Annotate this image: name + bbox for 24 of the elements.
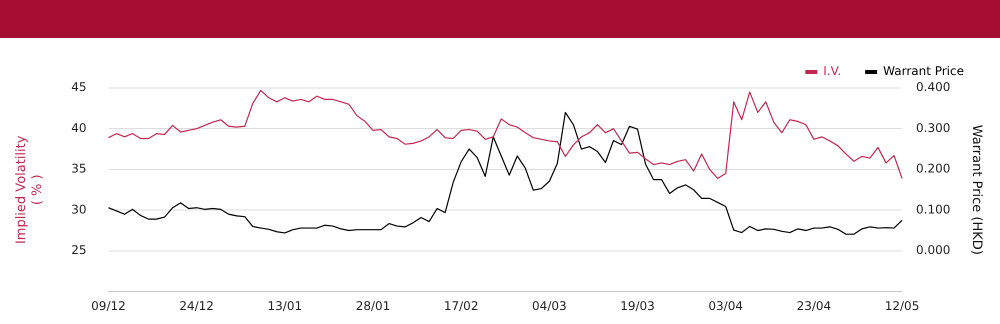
y-tick-label: 25: [71, 243, 86, 258]
x-tick-label: 04/03: [532, 298, 567, 313]
x-tick-label: 19/03: [620, 298, 655, 313]
x-tick-label: 12/05: [884, 298, 920, 313]
legend-label: Warrant Price: [883, 64, 964, 78]
y2-tick-label: 0.100: [916, 202, 950, 216]
y-axis-title: Implied Volatility ( % ): [14, 135, 45, 244]
y-tick-label: 35: [71, 162, 86, 176]
x-tick-label: 13/01: [268, 298, 302, 313]
y-tick-label: 30: [71, 202, 86, 216]
y2-tick-label: 0.200: [916, 162, 950, 176]
x-tick-label: 03/04: [708, 298, 743, 313]
x-tick-label: 24/12: [179, 298, 214, 313]
x-tick-label: 17/02: [444, 298, 478, 313]
y-tick-label: 45: [71, 80, 86, 94]
y2-tick-label: 0.000: [916, 243, 950, 258]
y2-axis-title: Warrant Price (HKD): [968, 124, 984, 255]
y-tick-label: 40: [71, 120, 86, 135]
y2-tick-label: 0.400: [916, 80, 950, 94]
x-tick-label: 23/04: [796, 298, 832, 313]
x-tick-label: 09/12: [91, 298, 126, 313]
x-tick-label: 28/01: [356, 298, 390, 313]
y2-tick-label: 0.300: [916, 120, 950, 135]
legend-label: I.V.: [823, 64, 842, 78]
